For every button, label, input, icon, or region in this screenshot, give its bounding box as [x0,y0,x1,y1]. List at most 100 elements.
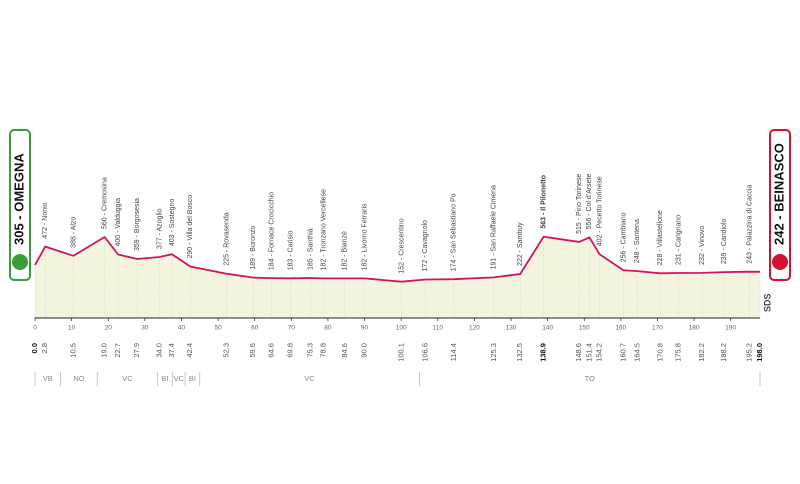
km-label: 138.9 [539,343,548,362]
waypoint-label: 388 - Alzo [70,217,77,248]
region-label: VC [122,374,133,383]
x-tick-label: 120 [469,325,480,332]
x-tick-label: 20 [105,325,113,332]
region-label: BI [161,374,168,383]
km-label: 75.3 [306,343,315,358]
start-label: 305 - OMEGNA [11,153,26,245]
km-label: 114.4 [449,343,458,361]
region-label: VB [43,374,53,383]
x-tick-label: 90 [361,325,369,332]
x-tick-label: 10 [68,325,76,332]
km-label: 188.2 [719,343,728,362]
region-label: NO [73,374,84,383]
logo: SDS [762,293,772,312]
waypoint-label: 189 - Buronzo [250,226,257,270]
km-label: 195.2 [745,343,754,362]
finish-icon [772,254,788,270]
waypoint-label: 228 - Villastellone [657,210,664,265]
km-label: 125.3 [489,343,498,362]
km-label: 34.0 [154,343,163,358]
km-label: 175.8 [674,343,683,362]
km-label: 10.5 [68,343,77,358]
waypoint-label: 256 - Cambiano [620,212,627,262]
x-tick-label: 140 [542,325,553,332]
waypoint-label: 184 - Fornace Crocicchio [268,192,275,270]
waypoint-label: 290 - Villa del Bosco [187,195,194,259]
waypoint-label: 515 - Pino Torinese [576,174,583,234]
region-label: BI [189,374,196,383]
km-label: 170.8 [655,343,664,362]
waypoint-label: 231 - Carignano [676,215,683,265]
km-label: 22.7 [113,343,122,358]
km-label: 106.6 [420,343,429,362]
km-label: 64.6 [267,343,276,358]
x-tick-label: 30 [141,325,149,332]
finish-label: 242 - BEINASCO [771,143,786,245]
km-label: 100.1 [397,343,406,362]
km-label: 52.3 [221,343,230,358]
x-tick-label: 150 [579,325,590,332]
x-tick-label: 180 [689,325,700,332]
km-label: 198.0 [755,343,764,362]
waypoint-label: 403 - Sostegno [169,199,176,247]
waypoint-label: 560 - Cremosina [101,177,108,229]
x-tick-label: 80 [324,325,332,332]
waypoint-label: 359 - Borgosesia [134,198,141,251]
km-label: 19.0 [100,343,109,358]
region-label: VC [304,374,315,383]
waypoint-label: 472 - Nonio [42,202,49,238]
x-tick-label: 100 [396,325,407,332]
km-label: 151.4 [584,343,593,362]
km-label: 154.2 [595,343,604,362]
km-label: 160.7 [618,343,627,362]
km-label: 59.6 [248,343,257,358]
km-label: 148.6 [574,343,583,362]
km-label: 132.5 [515,343,524,362]
km-label: 164.5 [632,343,641,362]
km-label: 2.8 [40,343,49,353]
waypoint-label: 377 - Azoglio [156,208,163,249]
waypoint-label: 182 - Bianzè [342,231,349,270]
waypoint-label: 225 - Rovasenda [223,212,230,265]
waypoint-label: 402 - Pecetto Torinese [596,176,603,246]
x-tick-label: 160 [615,325,626,332]
waypoint-label: 182 - Livorno Ferraris [361,203,368,270]
start-box [9,129,31,281]
waypoint-label: 152 - Crescentino [398,218,405,273]
waypoint-label: 563 - Il Pilonetto [540,175,547,229]
km-label: 182.2 [697,343,706,362]
waypoint-label: 191 - San Raffaele Cimena [491,185,498,269]
x-tick-label: 170 [652,325,663,332]
x-tick-label: 110 [433,325,444,332]
waypoint-label: 248 - Santena [634,219,641,263]
waypoint-label: 556 - Col d'Arsete [586,174,593,230]
region-label: TO [585,374,595,383]
km-label: 27.9 [132,343,141,358]
x-tick-label: 40 [178,325,186,332]
waypoint-label: 183 - Carisio [287,230,294,270]
x-tick-label: 50 [214,325,222,332]
km-label: 78.8 [319,343,328,358]
waypoint-label: 185 - Santhià [308,228,315,270]
waypoint-label: 232 - Vinovo [699,226,706,265]
x-tick-label: 130 [506,325,517,332]
km-label: 42.4 [185,343,194,358]
waypoint-label: 243 - Palazzina di Caccia [747,185,754,264]
waypoint-label: 174 - San Sebastiano Po [451,193,458,271]
km-label: 90.0 [360,343,369,358]
x-tick-label: 60 [251,325,259,332]
start-icon [12,254,28,270]
profile-area [35,236,760,318]
km-label: 37.4 [167,343,176,358]
finish-box [769,129,791,281]
km-label: 84.6 [340,343,349,358]
waypoint-label: 239 - Candiolo [721,218,728,264]
waypoint-label: 222 - Sambuy [517,222,524,266]
waypoint-label: 182 - Tronzano Vercellese [320,189,327,270]
profile-line [34,235,761,283]
km-label: 0.0 [30,343,39,353]
x-tick-label: 0 [33,325,37,332]
waypoint-label: 400 - Valduggia [115,198,122,247]
